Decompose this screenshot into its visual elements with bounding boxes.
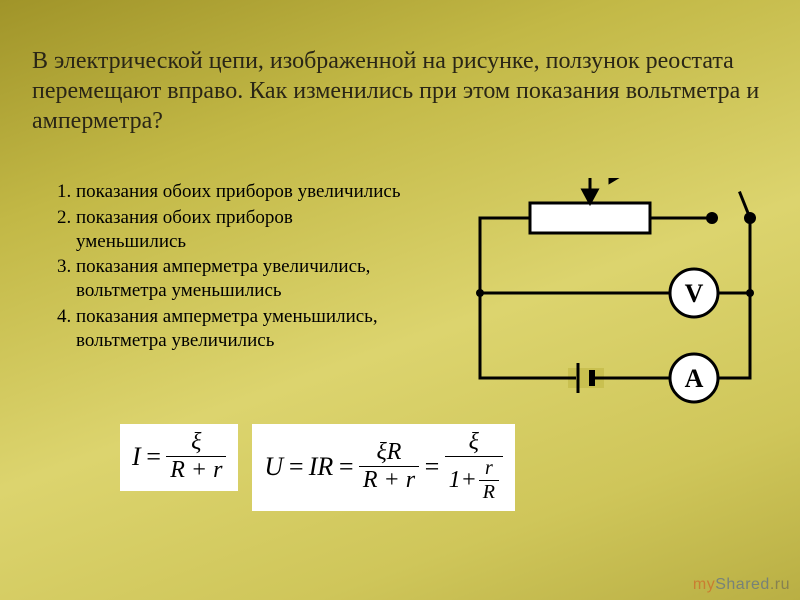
formulas-area: I = ξ R + r U = IR = ξR R + r = ξ 1+ r R <box>120 424 515 511</box>
wm-my: my <box>693 576 715 593</box>
small-R: R <box>479 480 499 503</box>
sym-eq2a: = <box>287 452 305 482</box>
wm-shared: Shared <box>715 576 770 593</box>
sym-eq2b: = <box>337 452 355 482</box>
xi-2: ξ <box>465 430 483 456</box>
formula-current: I = ξ R + r <box>120 424 238 491</box>
one-plus: 1+ <box>449 468 477 493</box>
option-4: показания амперметра уменьшились, вольтм… <box>76 305 402 353</box>
option-3: показания амперметра увеличились, вольтм… <box>76 255 402 303</box>
circuit-diagram: V A <box>450 178 780 408</box>
option-1: показания обоих приборов увеличились <box>76 180 402 204</box>
question-text: В электрической цепи, изображенной на ри… <box>32 46 772 136</box>
sym-U: U <box>264 452 283 482</box>
watermark: myShared.ru <box>693 576 790 594</box>
Rpr-2: R + r <box>359 466 419 493</box>
xiR: ξR <box>372 440 405 466</box>
answer-options: показания обоих приборов увеличились пок… <box>52 180 402 354</box>
wm-ru: .ru <box>770 576 790 593</box>
sym-eq: = <box>145 442 163 472</box>
sym-I: I <box>132 442 141 472</box>
option-2: показания обоих приборов уменьшились <box>76 206 402 254</box>
sym-eq2c: = <box>423 452 441 482</box>
xi-1: ξ <box>187 430 205 456</box>
small-r: r <box>481 458 497 480</box>
voltmeter-label: V <box>685 279 704 308</box>
sym-IR: IR <box>309 452 334 482</box>
formula-voltage: U = IR = ξR R + r = ξ 1+ r R <box>252 424 515 511</box>
ammeter-label: A <box>685 364 704 393</box>
Rpr-1: R + r <box>166 456 226 483</box>
